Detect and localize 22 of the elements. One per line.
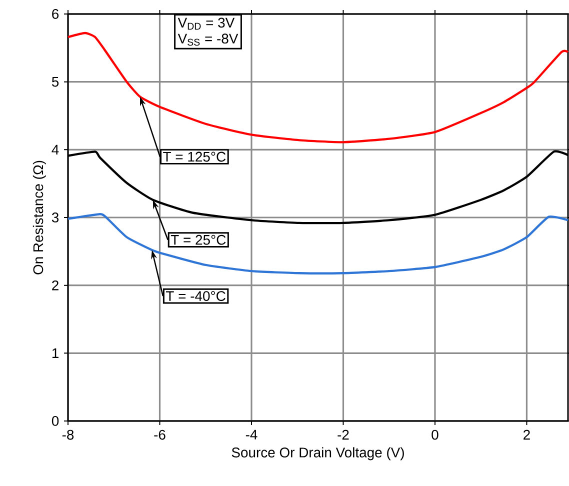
x-axis-title: Source Or Drain Voltage (V) xyxy=(232,447,404,460)
y-tick-label: 5 xyxy=(52,76,59,87)
annotation: V$_{SS}$ = -8V xyxy=(178,34,238,46)
x-tick-label: -2 xyxy=(338,430,349,440)
y-tick-label: 4 xyxy=(52,144,59,154)
line-series xyxy=(66,32,569,144)
x-tick-label: 0 xyxy=(432,430,438,440)
x-tick-label: -6 xyxy=(154,430,166,440)
y-tick-label: 3 xyxy=(52,212,59,222)
x-tick-label: 2 xyxy=(524,430,530,440)
x-tick-label: -4 xyxy=(246,430,258,440)
annotation: T = 25°C xyxy=(170,234,226,245)
annotation: T = 125°C xyxy=(163,152,226,162)
y-tick-label: 6 xyxy=(52,9,59,19)
y-tick-label: 0 xyxy=(52,416,59,426)
annotation: T = -40°C xyxy=(166,291,226,301)
line-series xyxy=(66,213,569,274)
y-tick-label: 1 xyxy=(52,348,58,358)
annotation: V$_{DD}$ = 3V xyxy=(178,18,235,30)
y-axis-title: On Resistance (Ω) xyxy=(32,160,46,274)
x-tick-label: -8 xyxy=(62,430,74,440)
y-tick-label: 2 xyxy=(52,280,58,290)
